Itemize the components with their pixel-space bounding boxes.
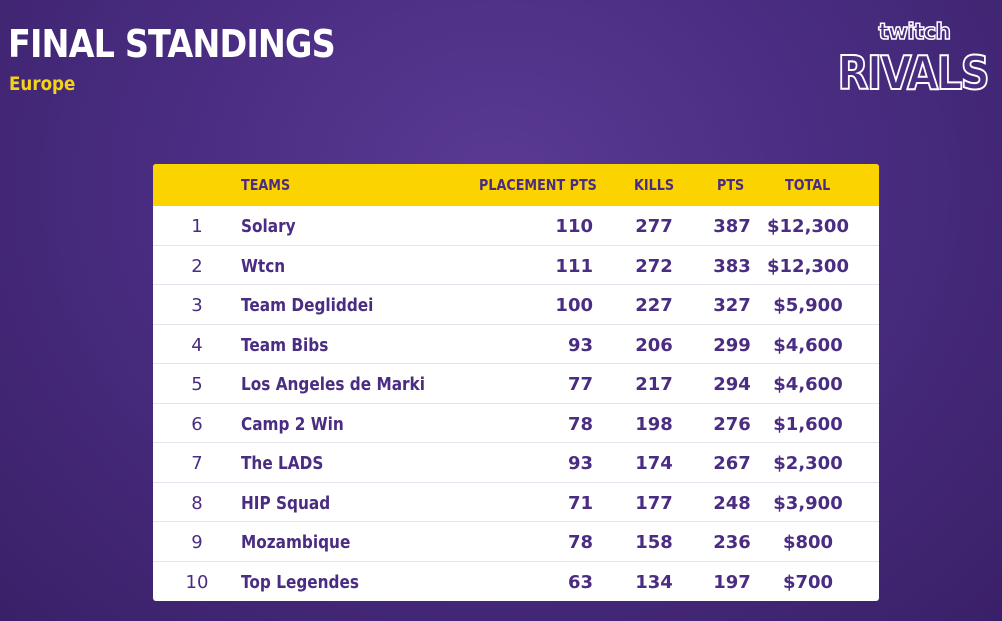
header-kills: KILLS [634,176,675,194]
total-cell: $12,300 [767,216,849,237]
placement-pts-cell: 63 [567,571,593,593]
header-placement-pts: PLACEMENT PTS [479,176,597,194]
team-cell: Mozambique [241,532,351,553]
total-cell: $4,600 [773,334,843,356]
pts-cell: 267 [713,453,751,474]
table-row: 5 Los Angeles de Marki 77 217 294 $4,600 [153,364,879,404]
kills-cell: 134 [635,571,673,593]
rank-cell: 8 [191,492,203,514]
table-row: 1 Solary 110 277 387 $12,300 [153,206,879,246]
table-row: 6 Camp 2 Win 78 198 276 $1,600 [153,404,879,443]
rank-cell: 9 [191,532,203,553]
total-cell: $2,300 [773,453,843,474]
pts-cell: 236 [713,532,751,553]
team-cell: Wtcn [241,255,286,277]
rank-cell: 10 [185,571,209,593]
pts-cell: 276 [713,413,751,435]
placement-pts-cell: 77 [567,374,593,395]
rank-cell: 3 [191,295,203,316]
header-total: TOTAL [785,176,831,194]
pts-cell: 197 [713,571,751,593]
total-cell: $3,900 [773,492,843,514]
total-cell: $700 [782,571,834,593]
header-pts: PTS [717,176,745,194]
table-row: 4 Team Bibs 93 206 299 $4,600 [153,325,879,364]
total-cell: $800 [782,532,834,553]
table-row: 9 Mozambique 78 158 236 $800 [153,522,879,562]
kills-cell: 217 [635,374,673,395]
team-cell: HIP Squad [241,492,331,514]
kills-cell: 174 [635,453,673,474]
team-cell: Team Degliddei [241,295,374,316]
kills-cell: 272 [635,255,673,277]
rank-cell: 5 [191,374,203,395]
pts-cell: 387 [713,216,751,237]
pts-cell: 248 [713,492,751,514]
team-cell: Top Legendes [241,571,359,593]
table-header: TEAMS PLACEMENT PTS KILLS PTS TOTAL [153,164,879,206]
pts-cell: 299 [713,334,751,356]
region-subtitle: Europe [9,73,76,95]
twitch-rivals-logo: twitch RIVALS [832,19,992,102]
placement-pts-cell: 78 [567,532,593,553]
team-cell: Team Bibs [241,334,329,356]
team-cell: The LADS [241,453,324,474]
rank-cell: 6 [191,413,203,435]
kills-cell: 158 [635,532,673,553]
rank-cell: 1 [191,216,203,237]
total-cell: $4,600 [773,374,843,395]
team-cell: Camp 2 Win [241,413,344,435]
placement-pts-cell: 93 [567,453,593,474]
page-title: FINAL STANDINGS [8,22,336,66]
logo-rivals-text: RIVALS [837,45,991,101]
table-row: 10 Top Legendes 63 134 197 $700 [153,562,879,602]
pts-cell: 294 [713,374,751,395]
table-row: 2 Wtcn 111 272 383 $12,300 [153,246,879,285]
standings-table: TEAMS PLACEMENT PTS KILLS PTS TOTAL 1 Sol… [153,164,879,601]
total-cell: $12,300 [767,255,849,277]
table-row: 7 The LADS 93 174 267 $2,300 [153,443,879,483]
placement-pts-cell: 110 [555,216,593,237]
total-cell: $1,600 [773,413,843,435]
placement-pts-cell: 111 [555,255,593,277]
table-row: 3 Team Degliddei 100 227 327 $5,900 [153,285,879,325]
placement-pts-cell: 78 [567,413,593,435]
total-cell: $5,900 [773,295,843,316]
team-cell: Los Angeles de Marki [241,374,425,395]
kills-cell: 277 [635,216,673,237]
team-cell: Solary [241,216,296,237]
rank-cell: 4 [191,334,203,356]
kills-cell: 198 [635,413,673,435]
rank-cell: 7 [191,453,203,474]
pts-cell: 327 [713,295,751,316]
placement-pts-cell: 100 [555,295,593,316]
placement-pts-cell: 71 [567,492,593,514]
kills-cell: 227 [635,295,673,316]
logo-twitch-text: twitch [878,19,952,46]
placement-pts-cell: 93 [567,334,593,356]
pts-cell: 383 [713,255,751,277]
rank-cell: 2 [191,255,203,277]
header-teams: TEAMS [241,176,291,194]
table-row: 8 HIP Squad 71 177 248 $3,900 [153,483,879,522]
table-body: 1 Solary 110 277 387 $12,300 2 Wtcn 111 272 383 $12… [153,206,879,601]
kills-cell: 206 [635,334,673,356]
kills-cell: 177 [635,492,673,514]
